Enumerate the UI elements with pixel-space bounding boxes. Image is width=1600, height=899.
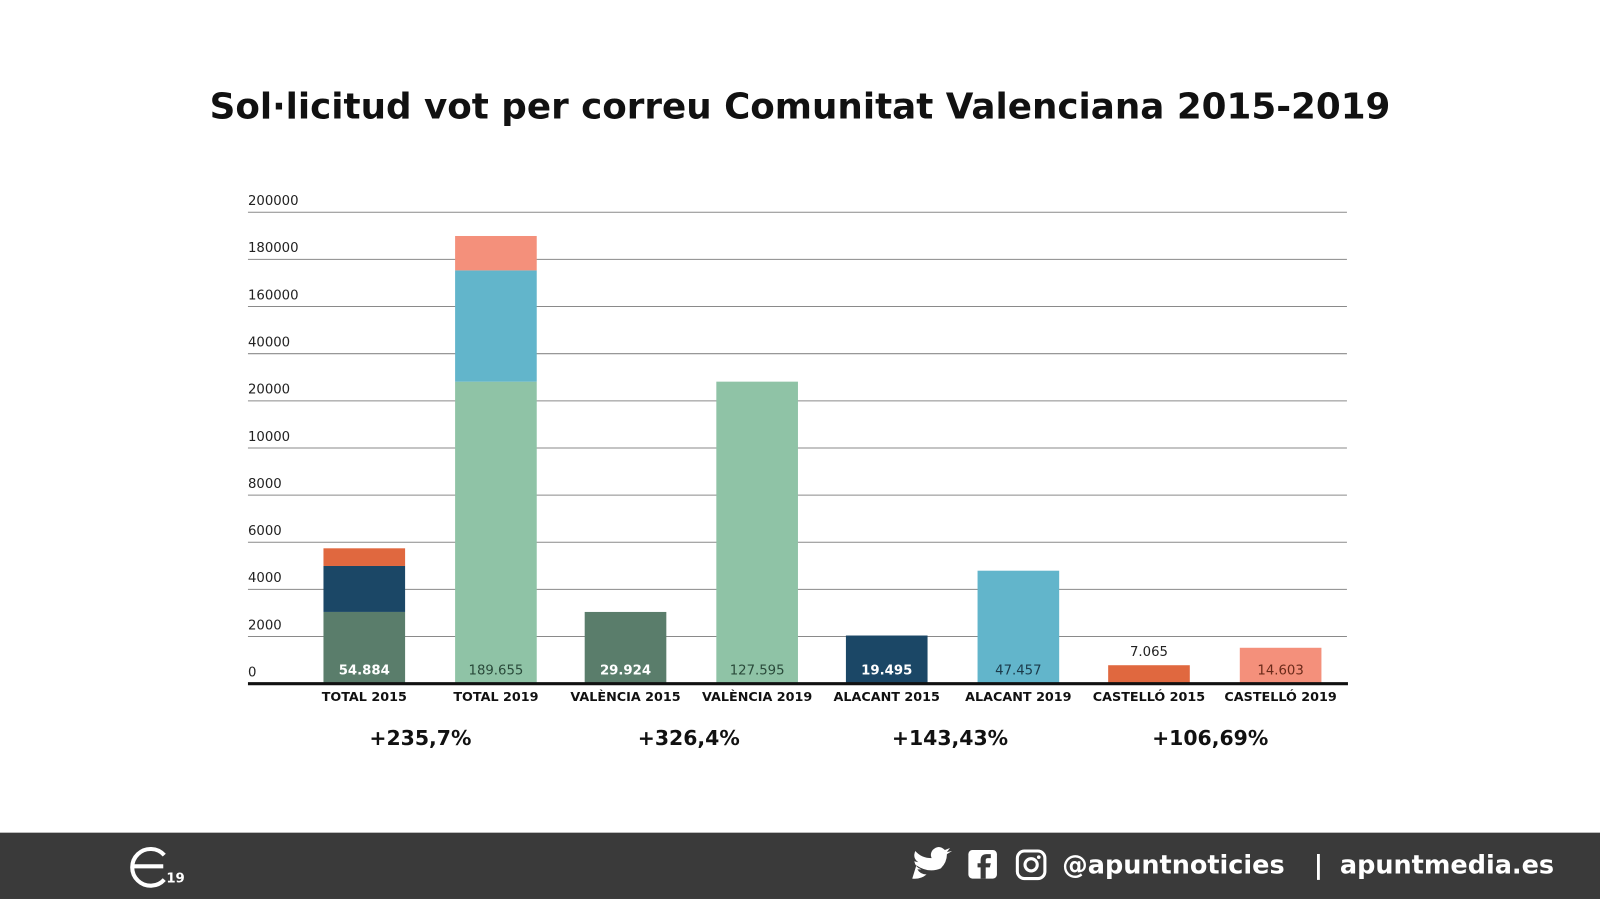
bar-segment: [323, 548, 406, 566]
y-tick-label: 4000: [248, 571, 282, 586]
growth-percentage: +106,69%: [1152, 726, 1268, 750]
data-label: 189.655: [469, 664, 524, 679]
y-tick-label: 40000: [248, 336, 290, 351]
x-tick-label: ALACANT 2019: [965, 690, 1072, 705]
growth-percentage: +235,7%: [369, 726, 471, 750]
facebook-icon[interactable]: [968, 850, 997, 879]
x-tick-label: VALÈNCIA 2019: [702, 689, 812, 705]
data-label: 47.457: [995, 664, 1041, 679]
bar-group: 127.595: [716, 381, 798, 683]
bar-segment: [323, 611, 406, 683]
bar-segment: [1108, 665, 1190, 683]
bar-group: 7.065: [1108, 645, 1190, 683]
bar-group: 54.884: [323, 548, 406, 683]
x-tick-label: VALÈNCIA 2015: [570, 689, 680, 705]
data-label: 54.884: [339, 664, 390, 679]
y-tick-label: 20000: [248, 383, 290, 398]
footer-bar: [0, 832, 1600, 899]
growth-annotations: +235,7% +326,4% +143,43% +106,69%: [369, 726, 1268, 750]
footer-separator: |: [1314, 850, 1323, 880]
twitter-icon[interactable]: [912, 846, 953, 879]
bar-segment: [716, 381, 798, 683]
y-tick-label: 200000: [248, 194, 299, 209]
x-tick-label: CASTELLÓ 2015: [1093, 689, 1205, 705]
x-axis-labels: TOTAL 2015 TOTAL 2019 VALÈNCIA 2015 VALÈNCI…: [322, 689, 1337, 705]
bar-segment: [1239, 647, 1322, 683]
bar-group: 189.655: [455, 235, 537, 683]
y-tick-label: 180000: [248, 241, 299, 256]
bar-segment: [977, 570, 1060, 683]
footer: 19 @apuntnoticies | apuntmedia.es: [0, 832, 1600, 899]
data-label: 14.603: [1257, 664, 1303, 679]
instagram-icon[interactable]: [1015, 849, 1047, 881]
bar-group: 29.924: [584, 611, 667, 683]
website-link[interactable]: apuntmedia.es: [1340, 850, 1554, 880]
y-tick-label: 160000: [248, 288, 299, 303]
bar-segment: [584, 611, 667, 683]
data-label: 7.065: [1130, 645, 1168, 660]
y-tick-label: 6000: [248, 524, 282, 539]
bar-segment: [455, 270, 537, 382]
y-axis-ticks: 0 2000 4000 6000 8000 10000 20000 40000 160000 18…: [248, 194, 299, 680]
logo-text: 19: [166, 872, 184, 887]
bar-segment: [455, 381, 537, 683]
data-label: 19.495: [861, 664, 912, 679]
growth-percentage: +143,43%: [892, 726, 1008, 750]
data-label: 29.924: [600, 664, 651, 679]
bars: 54.884 189.655 29.924 127.595 19.495 47.457 7.…: [323, 235, 1322, 683]
y-tick-label: 0: [248, 666, 256, 681]
bar-group: 19.495: [845, 635, 928, 683]
logo: 19: [130, 846, 185, 888]
x-tick-label: CASTELLÓ 2019: [1224, 689, 1337, 705]
bar-segment: [323, 565, 406, 612]
x-tick-label: ALACANT 2015: [834, 690, 940, 705]
bar-group: 47.457: [977, 570, 1060, 683]
growth-percentage: +326,4%: [638, 726, 740, 750]
bar-group: 14.603: [1239, 647, 1322, 683]
chart-title: Sol·licitud vot per correu Comunitat Val…: [210, 86, 1391, 127]
bar-segment: [845, 635, 928, 683]
social-handle[interactable]: @apuntnoticies: [1062, 850, 1284, 880]
y-tick-label: 2000: [248, 618, 282, 633]
bar-segment: [455, 235, 537, 271]
y-tick-label: 8000: [248, 477, 282, 492]
x-tick-label: TOTAL 2019: [453, 690, 538, 705]
x-tick-label: TOTAL 2015: [322, 690, 407, 705]
data-label: 127.595: [730, 664, 785, 679]
y-tick-label: 10000: [248, 430, 290, 445]
